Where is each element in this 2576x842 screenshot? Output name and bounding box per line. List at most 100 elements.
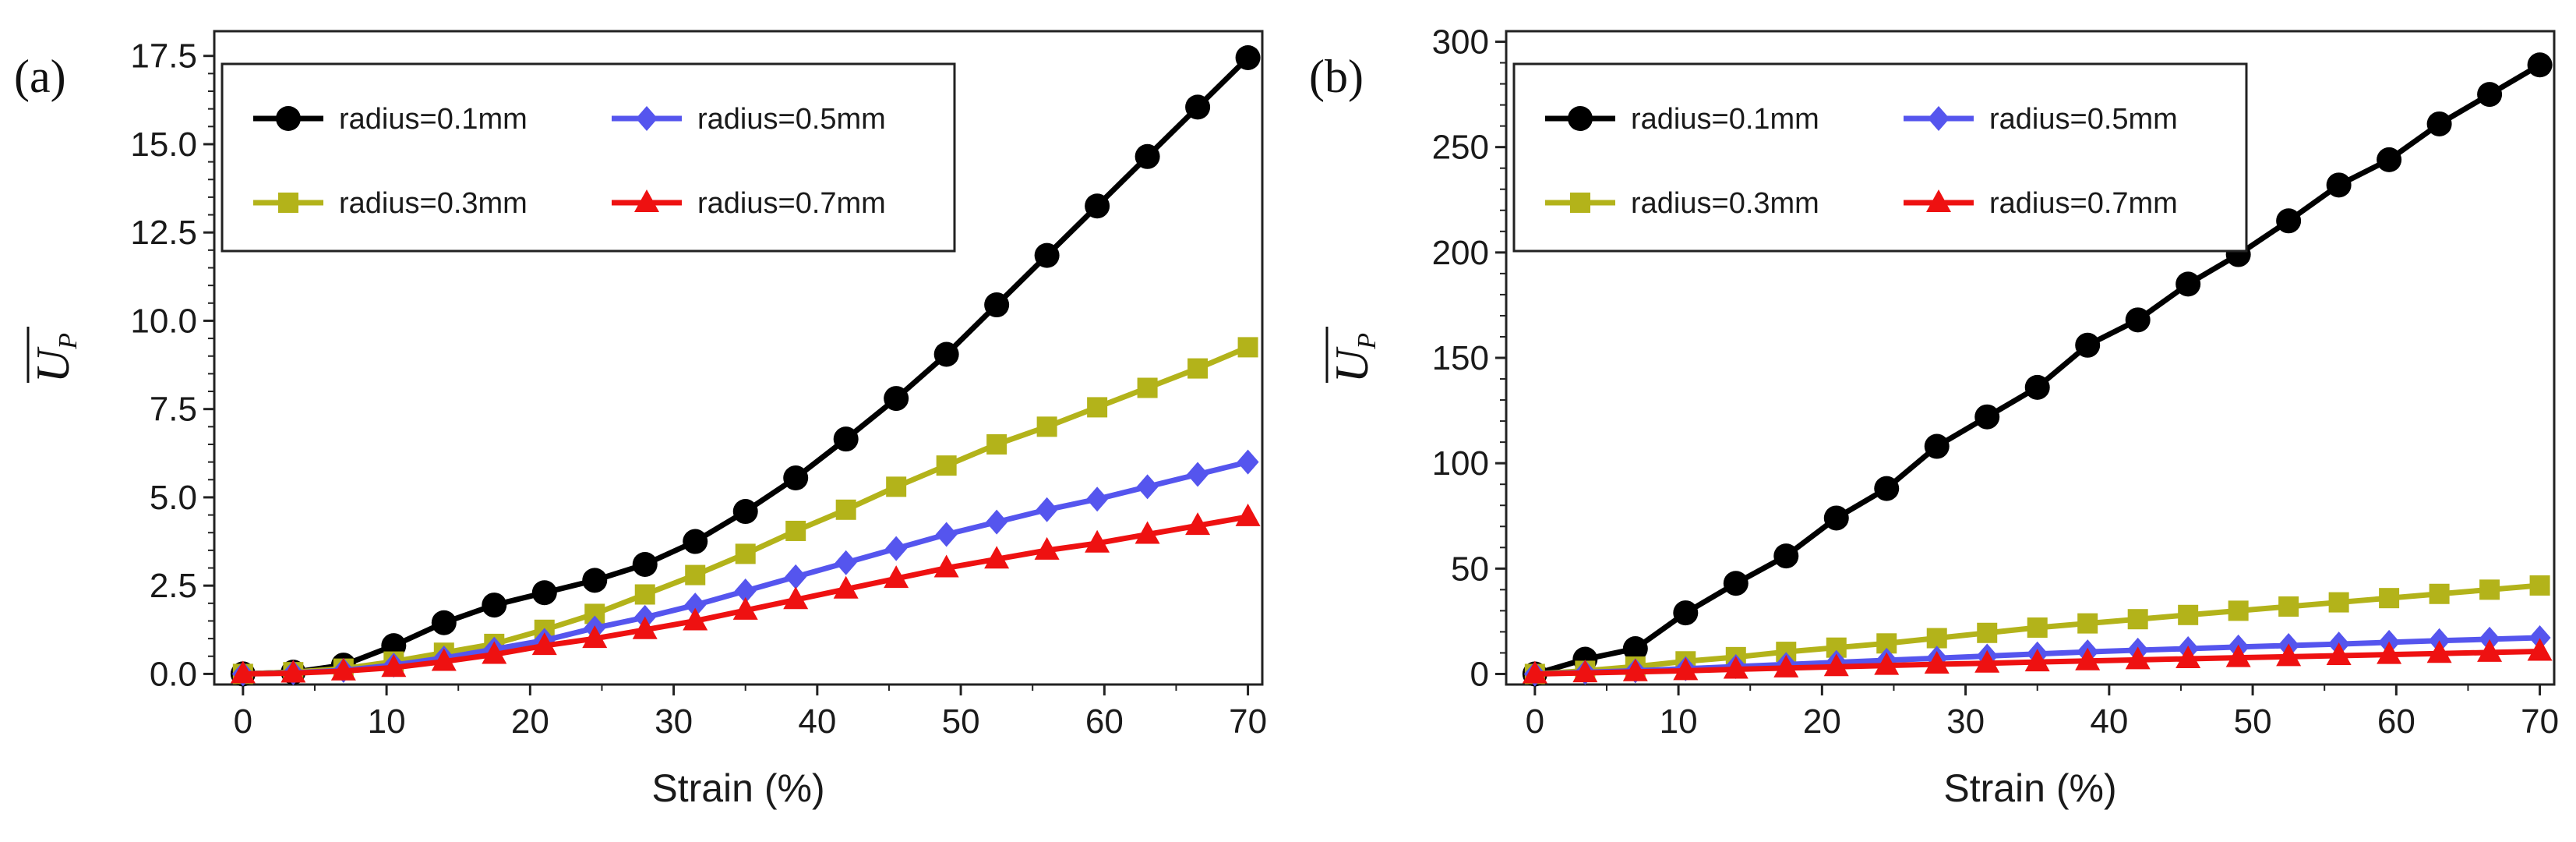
x-tick-label: 0	[1526, 702, 1544, 741]
data-point	[683, 529, 708, 554]
legend-marker	[276, 106, 301, 131]
data-point	[381, 654, 407, 677]
x-tick-label: 10	[1660, 702, 1698, 741]
legend-marker	[1568, 106, 1593, 131]
data-point	[2527, 52, 2553, 78]
data-point	[835, 550, 857, 575]
y-tick-label: 150	[1432, 339, 1489, 377]
data-point	[431, 610, 457, 635]
x-tick-label: 60	[1085, 702, 1124, 741]
x-tick-label: 70	[2521, 702, 2559, 741]
x-tick-label: 70	[1229, 702, 1267, 741]
y-tick-label: 7.5	[150, 391, 197, 429]
legend-box	[1512, 62, 2248, 253]
data-point	[1773, 654, 1799, 677]
x-tick-label: 0	[234, 702, 252, 741]
series-radius=0.1mm	[230, 44, 1261, 687]
legend-label: radius=0.7mm	[1989, 187, 2178, 220]
data-point	[1085, 193, 1110, 219]
data-point	[1085, 529, 1110, 553]
data-point	[2075, 647, 2101, 670]
data-point	[885, 536, 908, 561]
data-point	[2228, 600, 2249, 621]
data-point	[1134, 521, 1160, 544]
data-point	[986, 433, 1007, 455]
data-point	[1622, 636, 1648, 662]
y-tick-label: 250	[1432, 129, 1489, 167]
data-point	[230, 660, 256, 684]
legend-item: radius=0.7mm	[612, 187, 886, 220]
data-point	[582, 568, 608, 593]
panel-label: (a)	[14, 51, 66, 102]
data-point	[1522, 660, 1547, 684]
data-point	[1723, 571, 1749, 596]
data-point	[1235, 44, 1261, 70]
data-point	[431, 648, 457, 671]
x-tick-label: 30	[1946, 702, 1985, 741]
legend-marker	[634, 189, 659, 212]
y-tick-label: 50	[1451, 550, 1489, 588]
series-radius=0.7mm	[1522, 638, 2553, 684]
legend-marker	[636, 106, 658, 131]
legend: radius=0.1mm radius=0.3mm radius=0.5mm radi…	[221, 62, 956, 253]
data-point	[2225, 644, 2251, 667]
data-point	[2024, 649, 2050, 672]
legend-box	[221, 62, 956, 253]
data-point	[783, 465, 809, 491]
data-point	[531, 580, 557, 606]
data-point	[2379, 588, 2400, 609]
panel-label: (b)	[1309, 51, 1364, 102]
x-tick-label: 40	[798, 702, 836, 741]
data-point	[2479, 626, 2501, 652]
data-point	[1235, 503, 1261, 526]
data-point	[833, 426, 859, 452]
x-tick-label: 20	[1803, 702, 1841, 741]
y-axis-title-text: UP	[27, 333, 83, 383]
data-point	[1723, 656, 1749, 679]
data-point	[632, 616, 658, 639]
y-axis-subscript: P	[54, 333, 83, 350]
data-point	[886, 476, 907, 497]
data-point	[732, 596, 758, 620]
legend: radius=0.1mm radius=0.3mm radius=0.5mm radi…	[1512, 62, 2248, 253]
x-tick-label: 40	[2090, 702, 2128, 741]
chart-panel-b: 0 10 20 30 40 50 60 70 0 50 100 150 200 250 300 Strain …	[1309, 23, 2559, 810]
legend-item: radius=0.5mm	[612, 103, 886, 136]
data-point	[330, 657, 356, 681]
data-point	[683, 607, 708, 631]
data-point	[2077, 613, 2098, 634]
data-point	[2027, 617, 2048, 639]
y-tick-label: 2.5	[150, 567, 197, 605]
data-point	[2426, 111, 2452, 136]
legend-marker	[1570, 193, 1590, 213]
y-axis-title-text: UP	[1326, 333, 1382, 383]
data-point	[2477, 82, 2503, 108]
data-point	[2429, 583, 2450, 604]
y-axis-subscript: P	[1353, 333, 1382, 350]
y-tick-label: 5.0	[150, 479, 197, 517]
data-point	[984, 546, 1010, 569]
legend-label: radius=0.3mm	[1631, 187, 1819, 220]
data-point	[1874, 476, 1900, 501]
x-tick-label: 60	[2377, 702, 2415, 741]
data-point	[1926, 628, 1947, 649]
data-point	[936, 455, 957, 476]
data-point	[1673, 600, 1699, 626]
data-point	[1622, 658, 1648, 681]
legend-label: radius=0.5mm	[1989, 103, 2178, 136]
data-point	[2178, 604, 2199, 625]
data-point	[933, 341, 959, 367]
data-point	[1874, 652, 1900, 675]
x-tick-label: 10	[368, 702, 406, 741]
data-point	[281, 660, 306, 683]
legend-item: radius=0.1mm	[1545, 103, 1819, 136]
data-point	[482, 593, 507, 618]
x-tick-label: 50	[2234, 702, 2272, 741]
data-point	[1572, 660, 1598, 683]
data-point	[2527, 638, 2553, 661]
data-point	[2276, 208, 2302, 234]
legend-item: radius=0.7mm	[1904, 187, 2178, 220]
data-point	[1924, 651, 1950, 674]
data-point	[1185, 94, 1211, 120]
